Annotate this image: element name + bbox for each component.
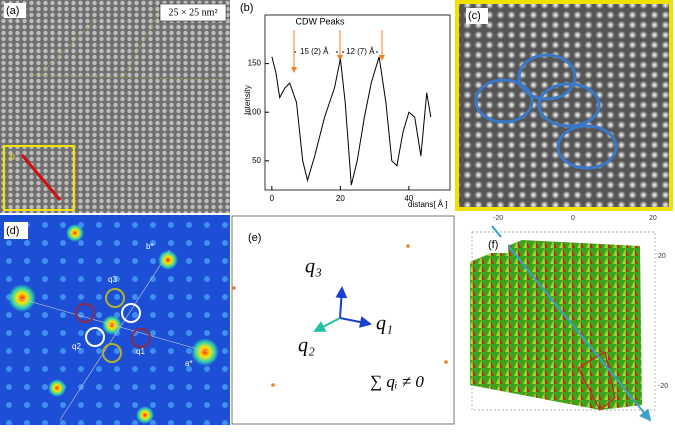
- label: a*: [185, 359, 193, 368]
- y-tick-label: 100: [248, 107, 262, 116]
- tick-label: 0: [571, 215, 575, 222]
- tick-label: -20: [658, 383, 668, 390]
- x-tick-label: 20: [336, 194, 345, 203]
- annotation: 12 (7) Å: [346, 47, 375, 56]
- x-tick-label: 0: [270, 194, 275, 203]
- x-tick-label: 40: [404, 194, 413, 203]
- panel-label: (f): [488, 239, 498, 251]
- stm-image: [0, 0, 230, 213]
- stm-zoom: [455, 0, 673, 211]
- panel-label: (b): [240, 2, 253, 14]
- y-axis-label: Intensity: [243, 85, 252, 115]
- annotation: CDW Peaks: [295, 16, 345, 26]
- label: q3: [108, 275, 117, 284]
- panel-label: (e): [248, 232, 261, 244]
- scale-label: 25 × 25 nm²: [169, 7, 218, 18]
- label: b*: [146, 242, 154, 251]
- y-tick-label: 150: [248, 59, 262, 68]
- label: q2: [72, 342, 81, 351]
- vector-label: q₃: [305, 256, 322, 278]
- data-line: [271, 56, 432, 186]
- diagram: [231, 215, 455, 425]
- line-chart: (b) CDW Peaks 15 (2) Å 12 (7) Å Intensit…: [240, 2, 451, 209]
- tick-label: -20: [493, 215, 503, 222]
- tick-label: 20: [649, 215, 657, 222]
- surface-plot: [470, 240, 642, 410]
- label: q1: [136, 347, 145, 356]
- annotation: 15 (2) Å: [300, 47, 329, 56]
- x-axis-label: distans[ Å ]: [408, 200, 448, 209]
- inset-label: b: [10, 151, 15, 161]
- panel-label: (c): [468, 10, 481, 22]
- panel-label: (a): [6, 5, 19, 17]
- vector-label: q₁: [376, 313, 393, 335]
- y-tick-label: 50: [252, 156, 261, 165]
- panel-label: (d): [6, 225, 19, 237]
- vector-label: q₂: [298, 335, 315, 357]
- formula: ∑ qᵢ ≠ 0: [370, 372, 424, 391]
- tick-label: 20: [658, 253, 666, 260]
